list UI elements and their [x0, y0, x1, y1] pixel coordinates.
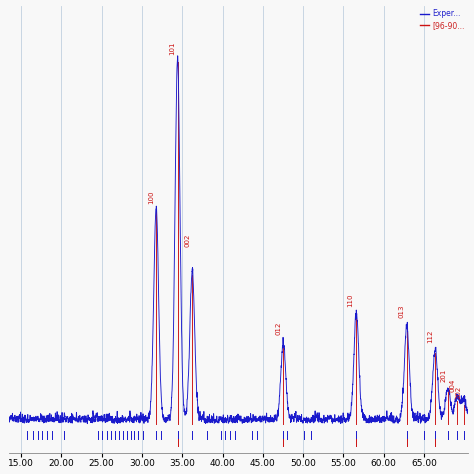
Text: 004: 004: [449, 379, 456, 392]
Text: 101: 101: [170, 42, 175, 55]
Text: 012: 012: [275, 322, 281, 336]
Text: 110: 110: [348, 293, 354, 307]
Text: 002: 002: [184, 233, 190, 247]
Text: 112: 112: [427, 329, 433, 343]
Text: 202: 202: [456, 386, 462, 399]
Text: 100: 100: [148, 191, 154, 204]
Text: 013: 013: [399, 304, 404, 318]
Text: 201: 201: [440, 368, 447, 382]
Legend: Exper..., [96-90...: Exper..., [96-90...: [420, 9, 465, 30]
